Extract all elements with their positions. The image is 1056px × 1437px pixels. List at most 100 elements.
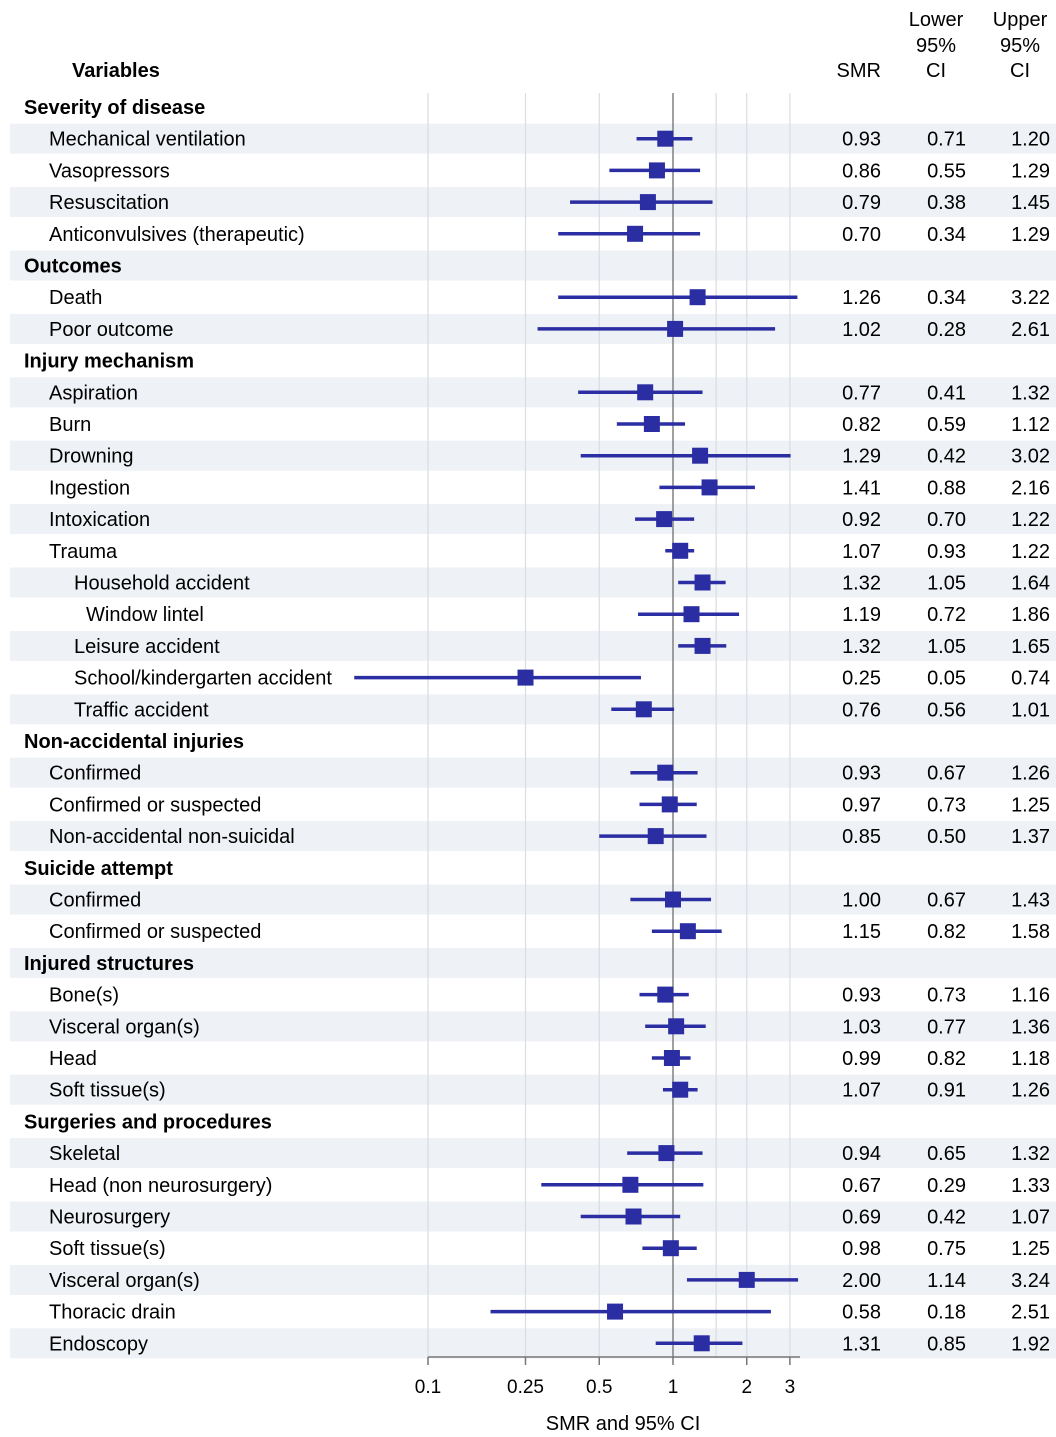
smr-value: 0.77: [842, 382, 881, 404]
column-header: Variables SMR Lower 95% CI Upper 95% CI: [72, 9, 1048, 82]
smr-value: 1.00: [842, 890, 881, 912]
smr-value: 1.07: [842, 1080, 881, 1102]
lower-ci-value: 0.38: [927, 192, 966, 214]
upper-ci-value: 1.22: [1011, 509, 1050, 531]
smr-value: 0.94: [842, 1143, 881, 1165]
lower-ci-value: 0.85: [927, 1333, 966, 1355]
upper-ci-value: 1.92: [1011, 1333, 1050, 1355]
row-stripe: [10, 1264, 1056, 1295]
smr-value: 1.07: [842, 541, 881, 563]
variable-label: Endoscopy: [49, 1333, 148, 1355]
row-stripe: [10, 567, 1056, 598]
smr-marker: [663, 1050, 680, 1066]
lower-ci-value: 0.41: [927, 382, 966, 404]
variable-label: Vasopressors: [49, 160, 170, 182]
group-heading: Non-accidental injuries: [24, 731, 244, 753]
lower-ci-value: 0.05: [927, 668, 966, 690]
lower-ci-value: 0.71: [927, 129, 966, 151]
upper-ci-value: 1.26: [1011, 763, 1050, 785]
row-stripe: [10, 630, 1056, 661]
smr-value: 0.67: [842, 1175, 881, 1197]
variable-label: Head: [49, 1048, 97, 1070]
variable-label: Burn: [49, 414, 91, 436]
smr-header: SMR: [837, 60, 881, 82]
smr-value: 0.79: [842, 192, 881, 214]
upper-ci-value: 2.16: [1011, 477, 1050, 499]
gridlines: [427, 93, 791, 1359]
smr-marker: [694, 637, 711, 654]
upper-ci-value: 1.20: [1011, 129, 1050, 151]
smr-marker: [643, 416, 660, 432]
upper-ci-value: 0.74: [1011, 668, 1050, 690]
lower-ci-value: 0.34: [927, 224, 966, 246]
group-heading: Suicide attempt: [24, 858, 173, 880]
smr-marker: [672, 542, 689, 559]
row-stripe: [10, 504, 1056, 535]
group-heading: Injury mechanism: [24, 351, 194, 373]
smr-marker: [662, 1240, 679, 1257]
table-rows: Severity of disease Mechanical ventilatio…: [24, 97, 1050, 1355]
lower-ci-value: 0.34: [927, 287, 966, 309]
variable-label: Bone(s): [49, 985, 119, 1007]
lower-ci-value: 0.50: [927, 826, 966, 848]
smr-value: 1.32: [842, 636, 881, 658]
lower-ci-value: 0.91: [927, 1080, 966, 1102]
smr-marker: [517, 669, 534, 686]
upper-ci-value: 1.29: [1011, 160, 1050, 182]
variable-label: Non-accidental non-suicidal: [49, 826, 295, 848]
variable-label: Intoxication: [49, 509, 150, 531]
lower-ci-value: 0.42: [927, 1207, 966, 1229]
variable-label: Window lintel: [86, 604, 204, 626]
lower-ci-value: 0.82: [927, 1048, 966, 1070]
upper-ci-value: 1.07: [1011, 1207, 1050, 1229]
smr-marker: [689, 289, 706, 306]
variable-label: Visceral organ(s): [49, 1016, 200, 1038]
smr-value: 1.29: [842, 446, 881, 468]
smr-marker: [679, 923, 696, 940]
lower-ci-value: 0.56: [927, 699, 966, 721]
x-tick-label: 0.5: [586, 1377, 612, 1398]
row-stripe: [10, 187, 1056, 218]
variable-label: Traffic accident: [74, 699, 209, 721]
lower-ci-value: 0.59: [927, 414, 966, 436]
smr-marker: [607, 1303, 624, 1320]
smr-value: 0.70: [842, 224, 881, 246]
smr-value: 1.32: [842, 573, 881, 595]
lower-ci-value: 0.72: [927, 604, 966, 626]
smr-marker: [622, 1176, 639, 1193]
row-stripe: [10, 123, 1056, 154]
smr-marker: [657, 764, 674, 781]
row-stripe: [10, 1328, 1056, 1359]
upper-ci-value: 2.51: [1011, 1302, 1050, 1324]
smr-value: 2.00: [842, 1270, 881, 1292]
row-stripe: [10, 313, 1056, 344]
smr-value: 1.31: [842, 1333, 881, 1355]
upper-ci-value: 1.25: [1011, 794, 1050, 816]
upper-ci-header-line-3: CI: [1010, 60, 1030, 82]
upper-ci-value: 1.86: [1011, 604, 1050, 626]
group-heading: Severity of disease: [24, 97, 205, 119]
x-tick-label: 0.25: [507, 1377, 544, 1398]
variable-label: Head (non neurosurgery): [49, 1175, 272, 1197]
upper-ci-value: 3.02: [1011, 446, 1050, 468]
smr-value: 0.58: [842, 1302, 881, 1324]
lower-ci-header-line-3: CI: [926, 60, 946, 82]
upper-ci-value: 1.45: [1011, 192, 1050, 214]
lower-ci-header-line-2: 95%: [916, 35, 956, 57]
smr-marker: [657, 130, 674, 147]
variable-label: Confirmed: [49, 763, 141, 785]
row-stripe: [10, 947, 1056, 978]
upper-ci-header-line-1: Upper: [993, 9, 1048, 31]
upper-ci-header-line-2: 95%: [1000, 35, 1040, 57]
lower-ci-value: 0.28: [927, 319, 966, 341]
upper-ci-value: 1.37: [1011, 826, 1050, 848]
upper-ci-value: 1.58: [1011, 921, 1050, 943]
row-stripe: [10, 1201, 1056, 1232]
smr-value: 1.41: [842, 477, 881, 499]
smr-marker: [668, 1018, 685, 1035]
variable-label: Skeletal: [49, 1143, 120, 1165]
lower-ci-value: 0.82: [927, 921, 966, 943]
upper-ci-value: 1.16: [1011, 985, 1050, 1007]
smr-marker: [672, 1081, 689, 1098]
smr-marker: [647, 828, 664, 845]
